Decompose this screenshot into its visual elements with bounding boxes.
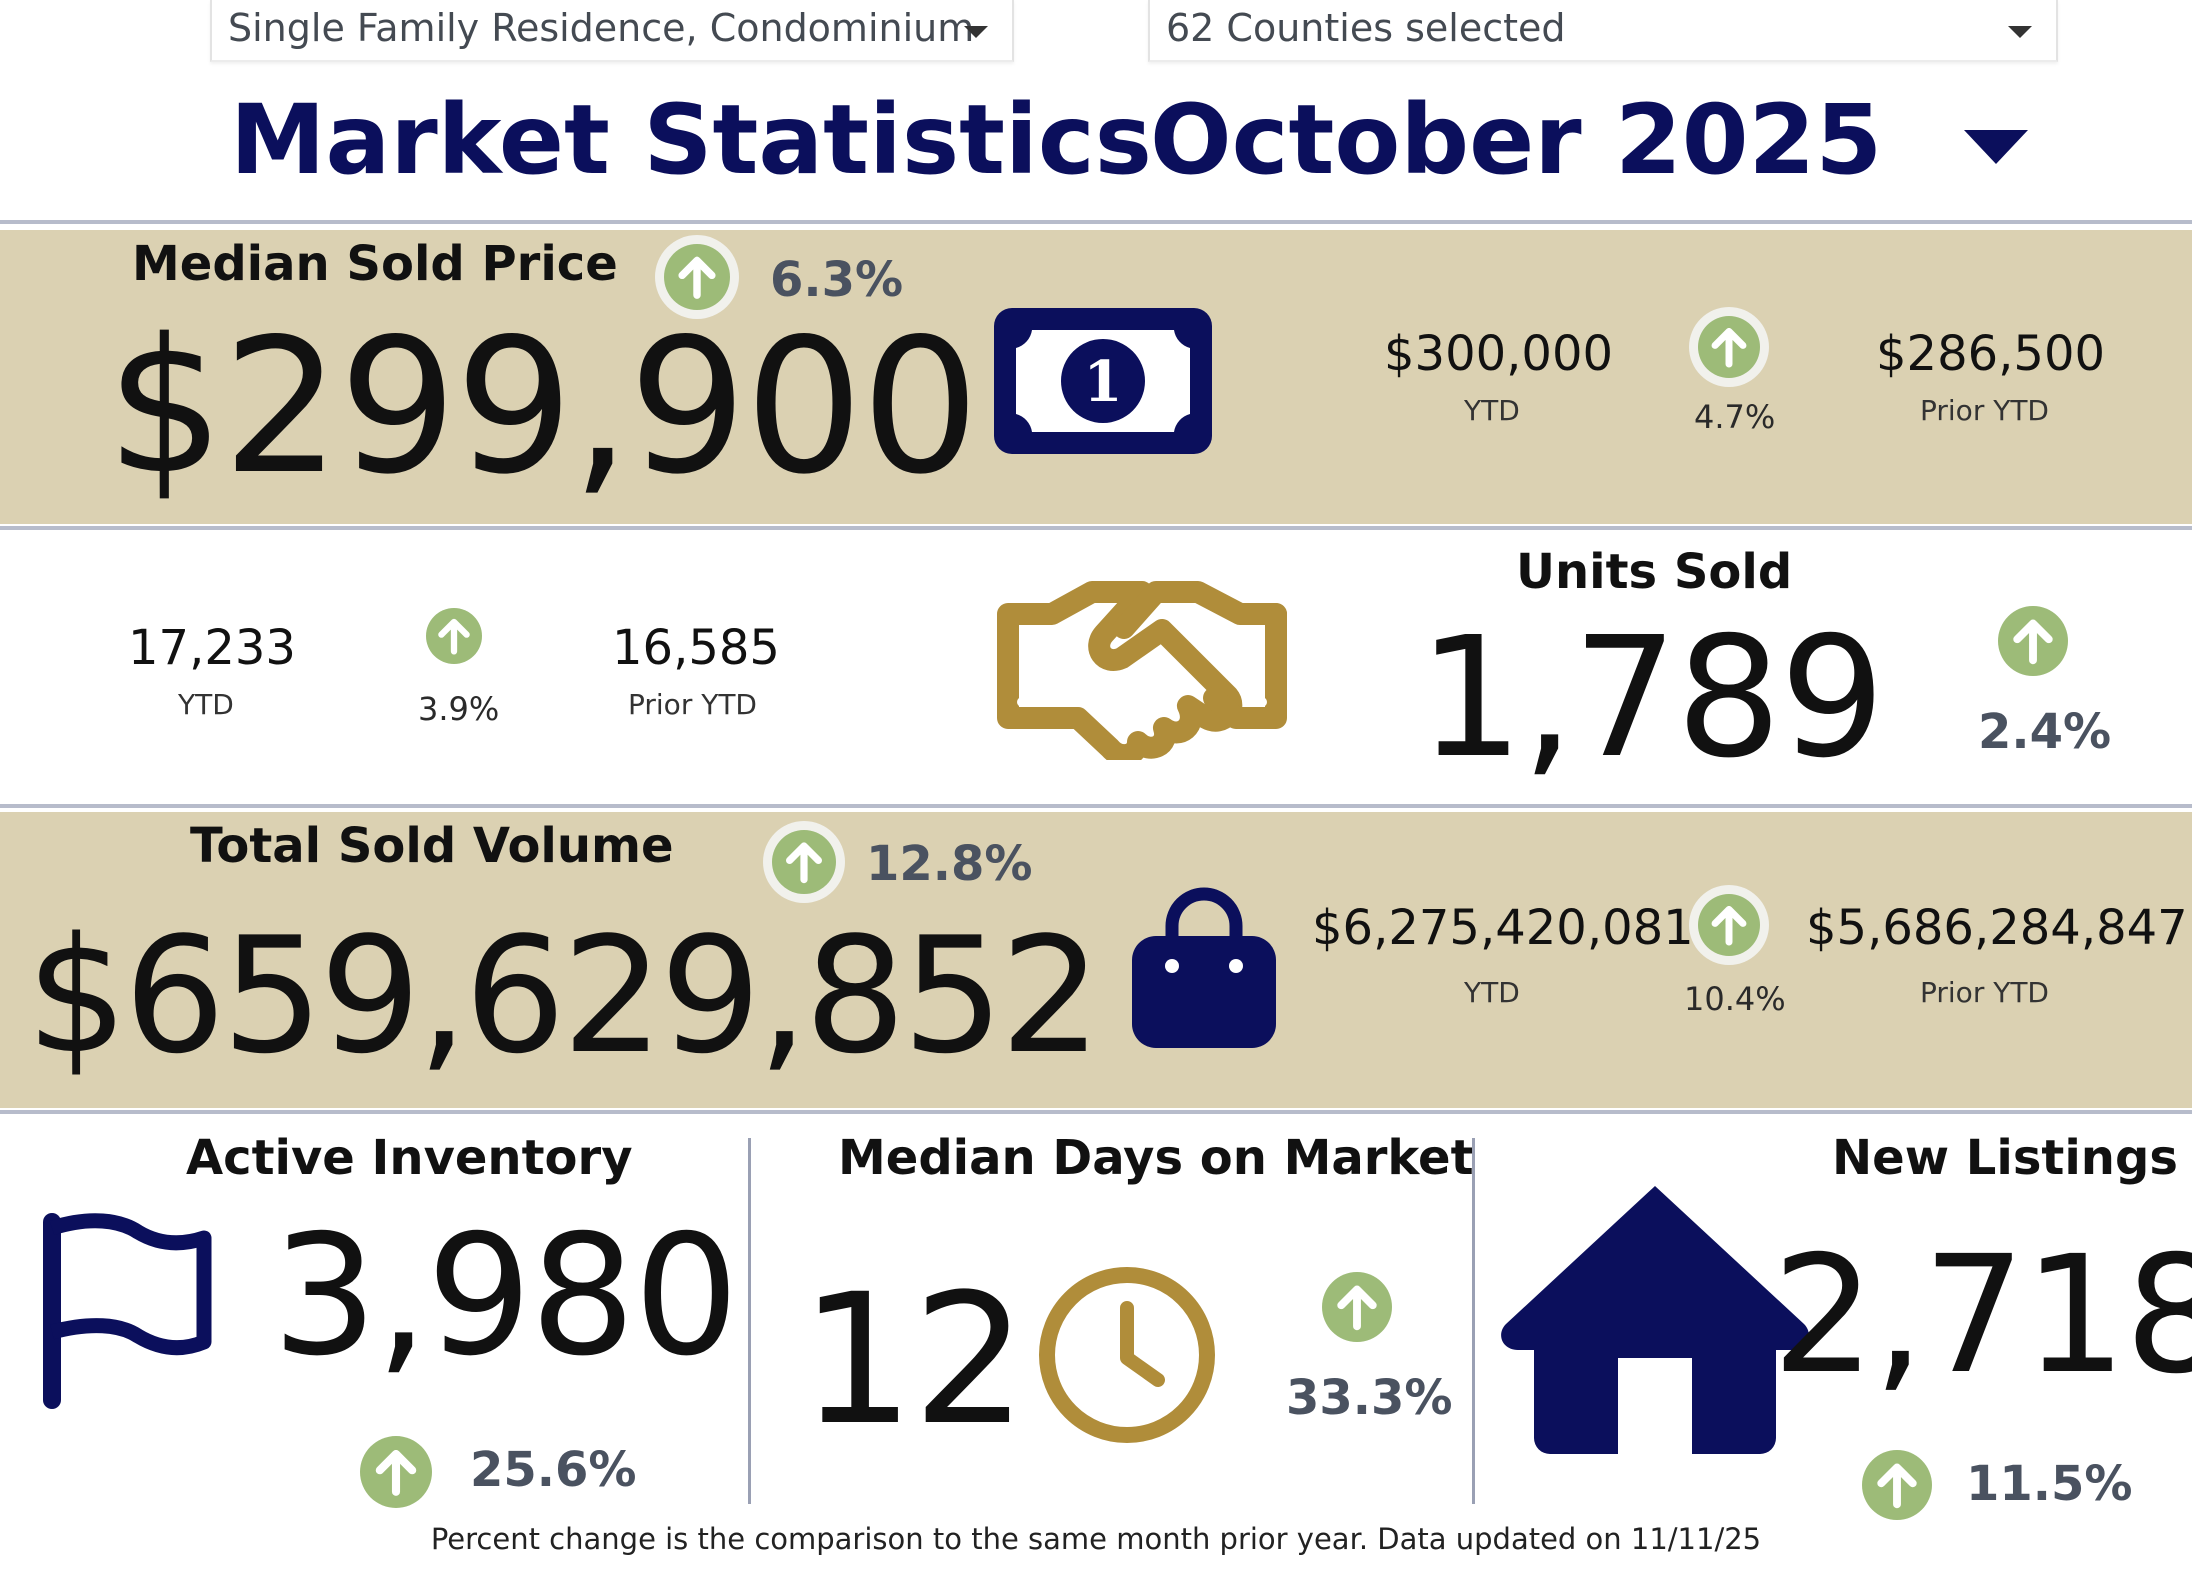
arrow-up-icon — [360, 1436, 432, 1508]
arrow-up-icon — [1998, 606, 2068, 676]
median-days-on-market-title: Median Days on Market — [838, 1130, 1474, 1186]
total-sold-volume-value: $659,629,852 — [26, 902, 1102, 1089]
total-sold-volume-panel: Total Sold Volume 12.8% $659,629,852 $6,… — [0, 812, 2192, 1108]
property-type-dropdown[interactable]: Single Family Residence, Condominium — [210, 0, 1014, 62]
units-sold-change: 2.4% — [1978, 704, 2112, 760]
property-type-value: Single Family Residence, Condominium — [228, 6, 975, 50]
active-inventory-change: 25.6% — [470, 1442, 637, 1498]
chevron-down-icon — [2008, 26, 2032, 38]
divider — [0, 526, 2192, 530]
units-sold-prior-ytd: 16,585 — [612, 620, 780, 676]
arrow-up-icon — [1862, 1450, 1932, 1520]
handshake-icon — [997, 581, 1287, 760]
total-sold-volume-ytd-label: YTD — [1464, 976, 1520, 1009]
active-inventory-title: Active Inventory — [186, 1130, 633, 1186]
units-sold-ytd-label: YTD — [178, 688, 234, 721]
arrow-up-icon — [664, 244, 730, 310]
period-selector[interactable]: October 2025 — [1150, 84, 2070, 204]
column-divider — [748, 1138, 751, 1504]
total-sold-volume-change: 12.8% — [866, 836, 1033, 892]
units-sold-ytd-change: 3.9% — [418, 690, 500, 728]
new-listings-change: 11.5% — [1966, 1456, 2133, 1512]
arrow-up-icon — [772, 830, 836, 894]
median-sold-price-change: 6.3% — [770, 252, 904, 308]
new-listings-value: 2,718 — [1772, 1222, 2192, 1410]
total-sold-volume-ytd: $6,275,420,081 — [1312, 900, 1694, 956]
total-sold-volume-prior-ytd: $5,686,284,847 — [1806, 900, 2188, 956]
active-inventory-value: 3,980 — [272, 1200, 739, 1393]
units-sold-value: 1,789 — [1418, 602, 1885, 795]
period-label: October 2025 — [1150, 84, 1883, 196]
median-sold-price-ytd-change: 4.7% — [1694, 398, 1776, 436]
total-sold-volume-prior-ytd-label: Prior YTD — [1920, 976, 2049, 1009]
active-inventory-panel: Active Inventory 3,980 25.6% — [0, 1116, 750, 1516]
new-listings-title: New Listings — [1832, 1130, 2178, 1186]
svg-text:1: 1 — [1084, 349, 1123, 415]
median-sold-price-prior-ytd-label: Prior YTD — [1920, 394, 2049, 427]
median-sold-price-title: Median Sold Price — [132, 236, 618, 292]
shopping-bag-icon — [1132, 887, 1276, 1048]
arrow-up-icon — [1698, 894, 1760, 956]
units-sold-ytd: 17,233 — [128, 620, 296, 676]
money-bill-icon: 1 — [994, 308, 1212, 454]
counties-dropdown[interactable]: 62 Counties selected — [1148, 0, 2058, 62]
column-divider — [1472, 1138, 1475, 1504]
total-sold-volume-title: Total Sold Volume — [190, 818, 674, 874]
flag-icon — [43, 1213, 212, 1409]
clock-icon — [1039, 1267, 1215, 1443]
units-sold-title: Units Sold — [1516, 544, 1793, 600]
arrow-up-icon — [426, 608, 482, 664]
divider — [0, 804, 2192, 808]
median-sold-price-panel: Median Sold Price 6.3% $299,900 1 $300,0… — [0, 230, 2192, 524]
units-sold-prior-ytd-label: Prior YTD — [628, 688, 757, 721]
total-sold-volume-ytd-change: 10.4% — [1684, 980, 1786, 1018]
median-days-on-market-panel: Median Days on Market 12 33.3% — [752, 1116, 1474, 1516]
divider — [0, 220, 2192, 224]
counties-value: 62 Counties selected — [1166, 6, 1566, 50]
caret-down-icon — [1964, 130, 2028, 164]
new-listings-panel: New Listings 2,718 11.5% — [1476, 1116, 2192, 1520]
median-days-on-market-value: 12 — [800, 1256, 1027, 1465]
median-sold-price-ytd: $300,000 — [1384, 326, 1614, 382]
median-days-on-market-change: 33.3% — [1286, 1370, 1453, 1426]
units-sold-panel: 17,233 YTD 3.9% 16,585 Prior YTD Units S… — [0, 532, 2192, 802]
median-sold-price-ytd-label: YTD — [1464, 394, 1520, 427]
arrow-up-icon — [1322, 1272, 1392, 1342]
median-sold-price-value: $299,900 — [106, 298, 979, 515]
page-title: Market Statistics — [230, 84, 1152, 196]
divider — [0, 1110, 2192, 1114]
chevron-down-icon — [964, 26, 988, 38]
arrow-up-icon — [1698, 316, 1760, 378]
footer-note: Percent change is the comparison to the … — [430, 1522, 1762, 1556]
median-sold-price-prior-ytd: $286,500 — [1876, 326, 2106, 382]
house-icon — [1501, 1186, 1809, 1454]
